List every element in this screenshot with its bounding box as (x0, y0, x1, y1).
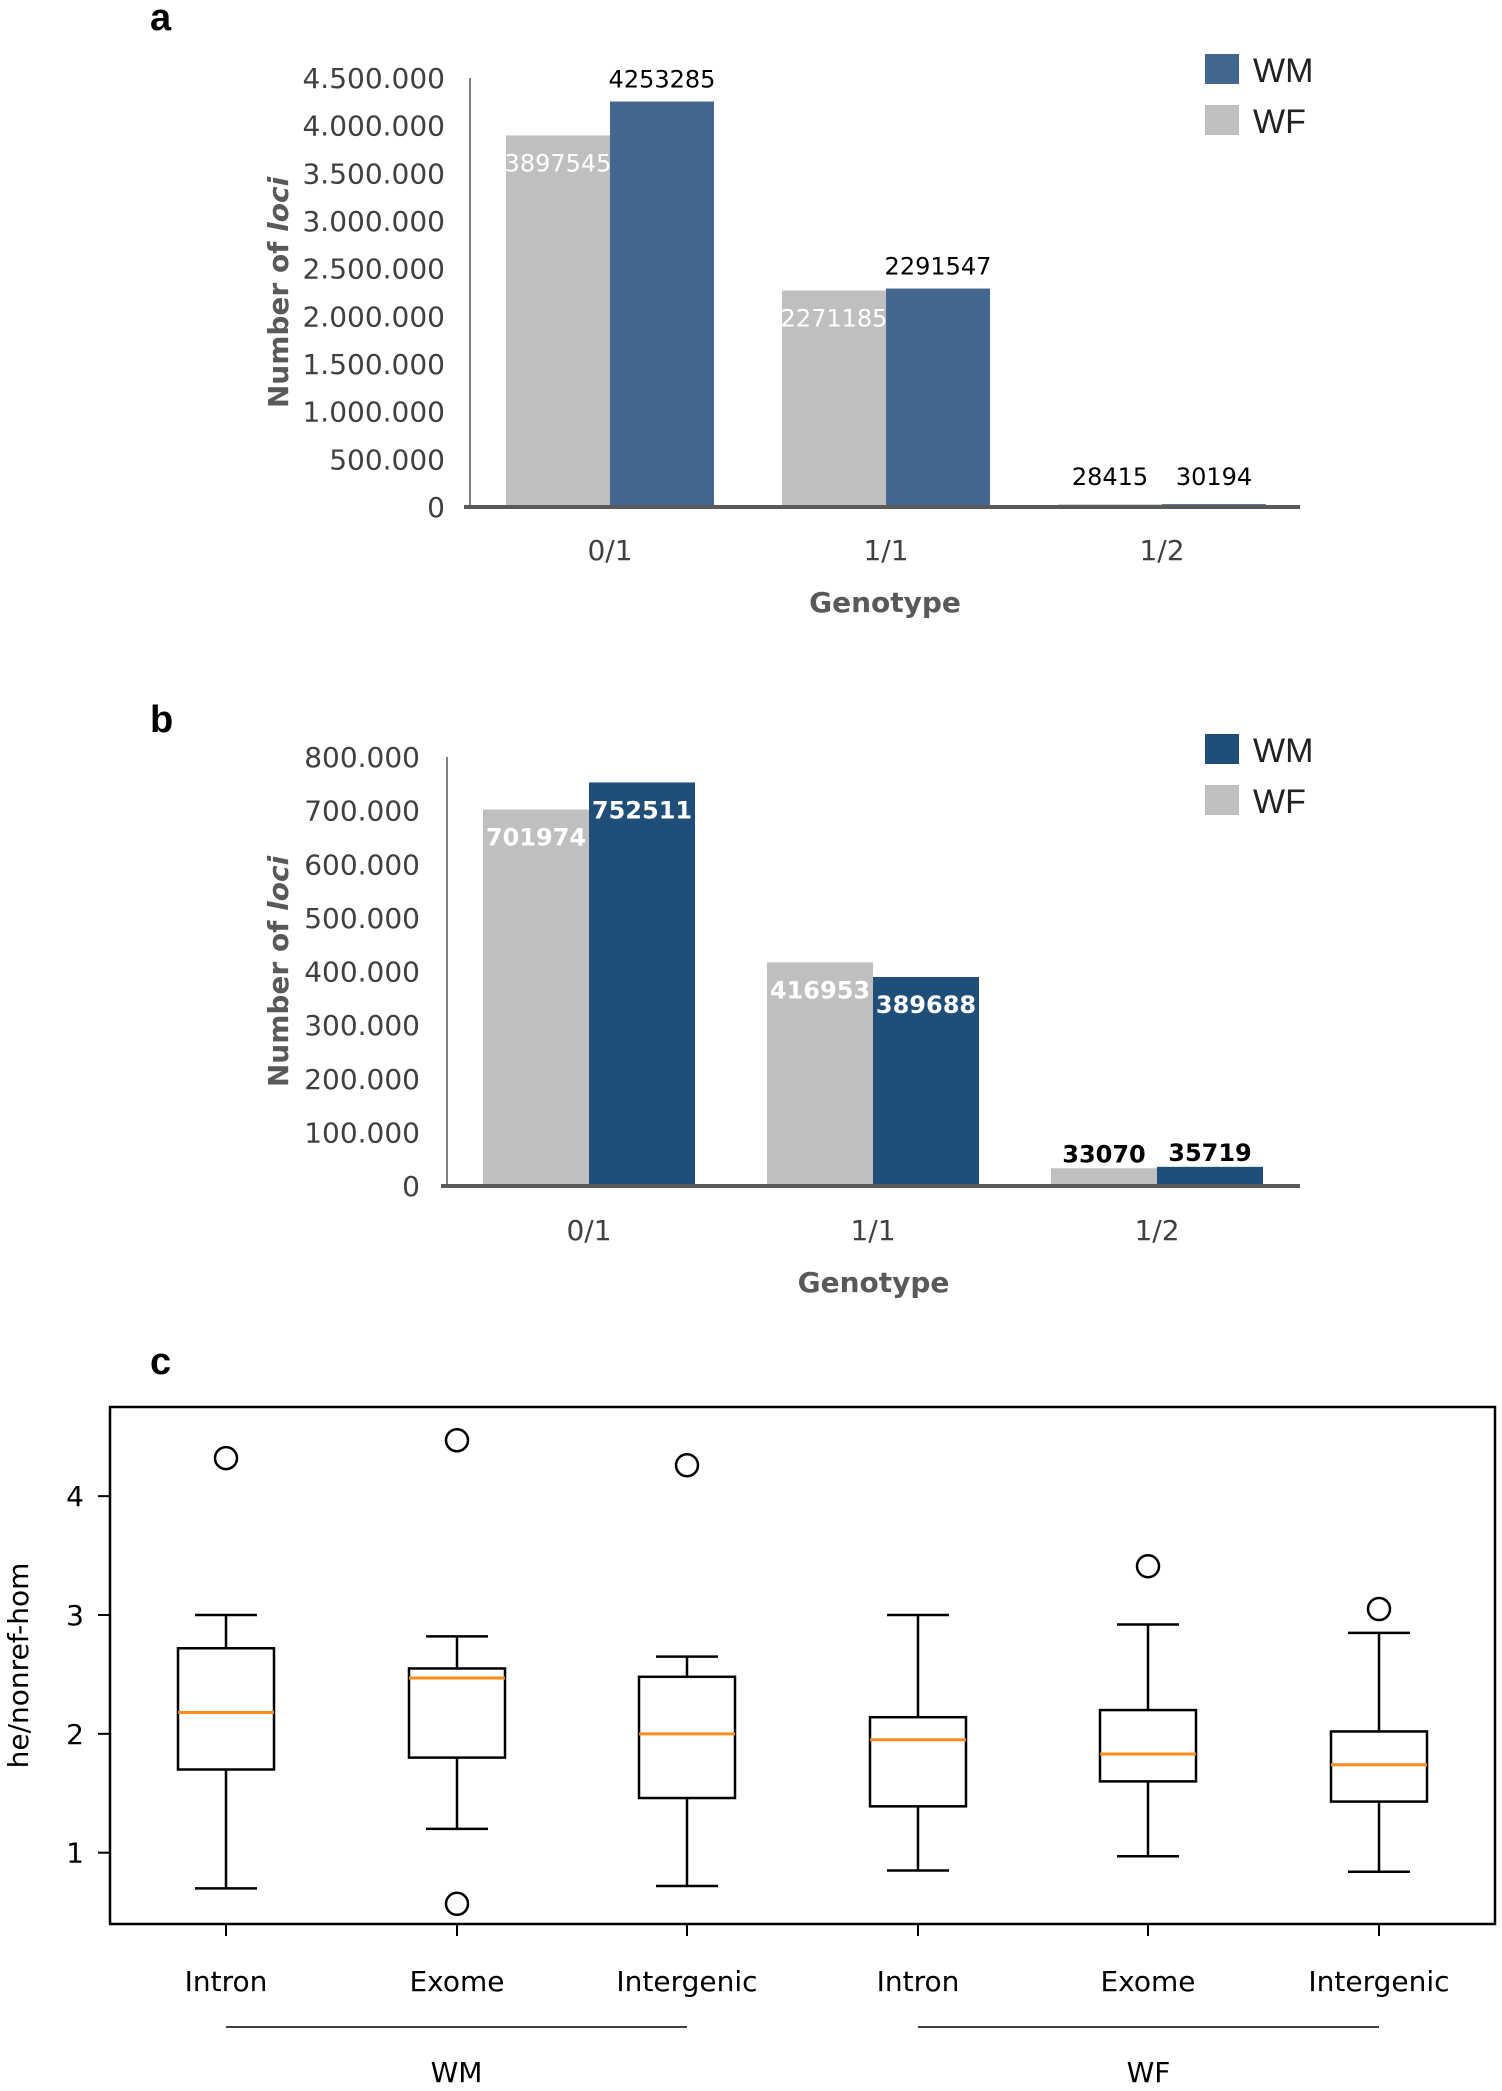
y-axis-title-text: Number of (262, 911, 295, 1087)
outlier-point (444, 1428, 470, 1453)
group-label-wf: WF (1127, 2056, 1171, 2089)
y-tick-label: 700.000 (304, 795, 420, 828)
data-label-wm: 752511 (592, 796, 692, 824)
bar-wf-0-1 (483, 809, 589, 1186)
bar-wf-1-1 (767, 962, 873, 1186)
box-iqr (1329, 1730, 1429, 1803)
y-tick-label: 1.500.000 (302, 348, 445, 381)
y-tick-label: 0 (402, 1170, 420, 1203)
data-label-wf: 3897545 (505, 149, 612, 177)
panel-label-b: b (150, 699, 173, 741)
y-tick-label: 4.000.000 (302, 110, 445, 143)
group-label-wm: WM (431, 2056, 483, 2089)
bar-wm-1-1 (873, 977, 979, 1186)
y-tick-label: 3 (66, 1599, 84, 1632)
bar-wm-0-1 (610, 101, 714, 507)
y-axis-title: Number of loci (262, 855, 295, 1087)
legend-swatch-wm (1205, 54, 1239, 84)
panel-label-a: a (150, 0, 172, 39)
y-tick-label: 800.000 (304, 741, 420, 774)
legend-swatch-wf (1205, 785, 1239, 815)
bar-wm-1-2 (1157, 1166, 1263, 1186)
y-tick-label: 0 (427, 491, 445, 524)
box-iqr (1098, 1708, 1198, 1783)
outlier-point (674, 1452, 700, 1478)
y-tick-label: 2.500.000 (302, 253, 445, 286)
data-label-wm: 4253285 (609, 66, 716, 94)
bar-wf-0-1 (506, 135, 610, 508)
data-label-wf: 33070 (1062, 1140, 1146, 1168)
box-iqr (407, 1667, 507, 1759)
y-tick-label: 600.000 (304, 848, 420, 881)
y-tick-label: 300.000 (304, 1009, 420, 1042)
data-label-wf: 2271185 (781, 304, 888, 332)
box-iqr (637, 1675, 737, 1800)
x-axis-title: Genotype (798, 1266, 950, 1299)
panel-label-c: c (150, 1341, 171, 1383)
y-tick-label: 500.000 (304, 902, 420, 935)
x-tick-label: Intron (877, 1965, 960, 1998)
bar-wm-1-1 (886, 288, 990, 507)
x-tick-label: 1/2 (1139, 534, 1184, 567)
legend-swatch-wf (1205, 105, 1239, 135)
data-label-wf: 28415 (1072, 463, 1148, 491)
data-label-wm: 30194 (1176, 463, 1252, 491)
bar-wf-1-1 (782, 290, 886, 507)
y-tick-label: 4 (66, 1480, 84, 1513)
x-tick-label: 0/1 (587, 534, 632, 567)
outlier-point (1135, 1554, 1161, 1579)
legend-swatch-wm (1205, 734, 1239, 764)
y-tick-label: 1.000.000 (302, 396, 445, 429)
x-tick-label: Intergenic (616, 1965, 757, 1998)
y-tick-label: 500.000 (329, 443, 445, 476)
x-tick-label: Exome (1100, 1965, 1195, 1998)
x-axis-title: Genotype (809, 586, 961, 619)
box-iqr (868, 1715, 968, 1808)
y-axis-title: Number of loci (262, 176, 295, 408)
data-label-wm: 35719 (1168, 1139, 1252, 1167)
x-tick-label: Intron (185, 1965, 268, 1998)
y-tick-label: 3.000.000 (302, 205, 445, 238)
y-tick-label: 100.000 (304, 1116, 420, 1149)
y-axis-title: he/nonref-hom (2, 1563, 35, 1769)
plot-frame (108, 1405, 1497, 1926)
outlier-point (1366, 1596, 1392, 1622)
outlier-point (444, 1891, 470, 1917)
x-tick-label: Exome (409, 1965, 504, 1998)
box-iqr (176, 1647, 276, 1771)
data-label-wm: 2291547 (885, 253, 992, 281)
x-tick-label: 1/1 (850, 1214, 895, 1247)
y-axis-title-text: Number of (262, 232, 295, 408)
y-tick-label: 4.500.000 (302, 62, 445, 95)
x-tick-label: 1/2 (1134, 1214, 1179, 1247)
data-label-wf: 416953 (770, 976, 870, 1004)
y-axis-title-italic: loci (262, 855, 295, 910)
legend-label-wf: WF (1253, 783, 1306, 821)
x-tick-label: Intergenic (1308, 1965, 1449, 1998)
y-tick-label: 3.500.000 (302, 157, 445, 190)
box-plot-c: 1 2 3 4 he/nonref-hom Intron Exome Intergenic In… (2, 1405, 1497, 2089)
legend-label-wm: WM (1253, 732, 1313, 770)
y-tick-label: 1 (66, 1837, 84, 1870)
y-tick-label: 2 (66, 1718, 84, 1751)
bar-wf-1-2 (1051, 1168, 1157, 1186)
data-label-wf: 701974 (486, 824, 586, 852)
bar-wm-0-1 (589, 782, 695, 1186)
y-tick-label: 200.000 (304, 1063, 420, 1096)
legend-label-wf: WF (1253, 103, 1306, 141)
x-tick-label: 1/1 (863, 534, 908, 567)
x-tick-label: 0/1 (566, 1214, 611, 1247)
bar-chart-a: 0 500.000 1.000.000 1.500.000 2.000.000 2.500… (262, 52, 1313, 619)
y-tick-label: 400.000 (304, 956, 420, 989)
bar-chart-b: 0 100.000 200.000 300.000 400.000 500.000 600.… (262, 732, 1313, 1299)
legend-label-wm: WM (1253, 52, 1313, 90)
outlier-point (213, 1445, 239, 1471)
data-label-wm: 389688 (876, 991, 976, 1019)
y-tick-label: 2.000.000 (302, 300, 445, 333)
y-axis-title-italic: loci (262, 176, 295, 231)
